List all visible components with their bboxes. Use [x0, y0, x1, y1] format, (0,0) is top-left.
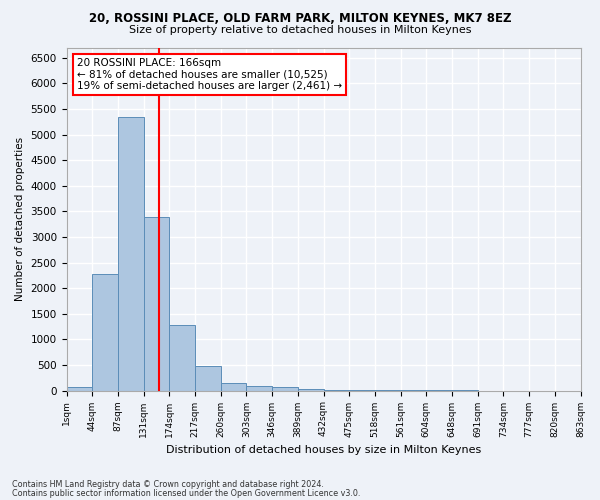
Bar [195, 366, 221, 390]
Text: Contains HM Land Registry data © Crown copyright and database right 2024.: Contains HM Land Registry data © Crown c… [12, 480, 324, 489]
Text: 20, ROSSINI PLACE, OLD FARM PARK, MILTON KEYNES, MK7 8EZ: 20, ROSSINI PLACE, OLD FARM PARK, MILTON… [89, 12, 511, 26]
Bar [247, 386, 272, 390]
Bar [221, 382, 247, 390]
Y-axis label: Number of detached properties: Number of detached properties [15, 137, 25, 301]
X-axis label: Distribution of detached houses by size in Milton Keynes: Distribution of detached houses by size … [166, 445, 481, 455]
Bar [67, 386, 92, 390]
Bar [118, 116, 143, 390]
Text: Contains public sector information licensed under the Open Government Licence v3: Contains public sector information licen… [12, 488, 361, 498]
Bar [272, 388, 298, 390]
Bar [298, 388, 323, 390]
Text: 20 ROSSINI PLACE: 166sqm
← 81% of detached houses are smaller (10,525)
19% of se: 20 ROSSINI PLACE: 166sqm ← 81% of detach… [77, 58, 342, 91]
Bar [143, 218, 169, 390]
Bar [169, 324, 195, 390]
Text: Size of property relative to detached houses in Milton Keynes: Size of property relative to detached ho… [129, 25, 471, 35]
Bar [92, 274, 118, 390]
